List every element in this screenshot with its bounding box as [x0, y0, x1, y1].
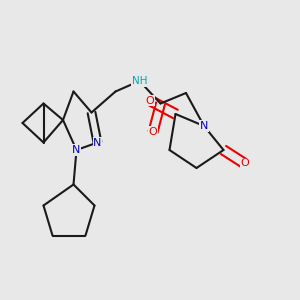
Text: N: N: [72, 145, 81, 155]
Text: N: N: [93, 137, 102, 148]
Text: NH: NH: [132, 76, 147, 86]
Text: O: O: [146, 95, 154, 106]
Text: O: O: [240, 158, 249, 169]
Text: O: O: [148, 127, 158, 137]
Text: N: N: [200, 121, 208, 131]
